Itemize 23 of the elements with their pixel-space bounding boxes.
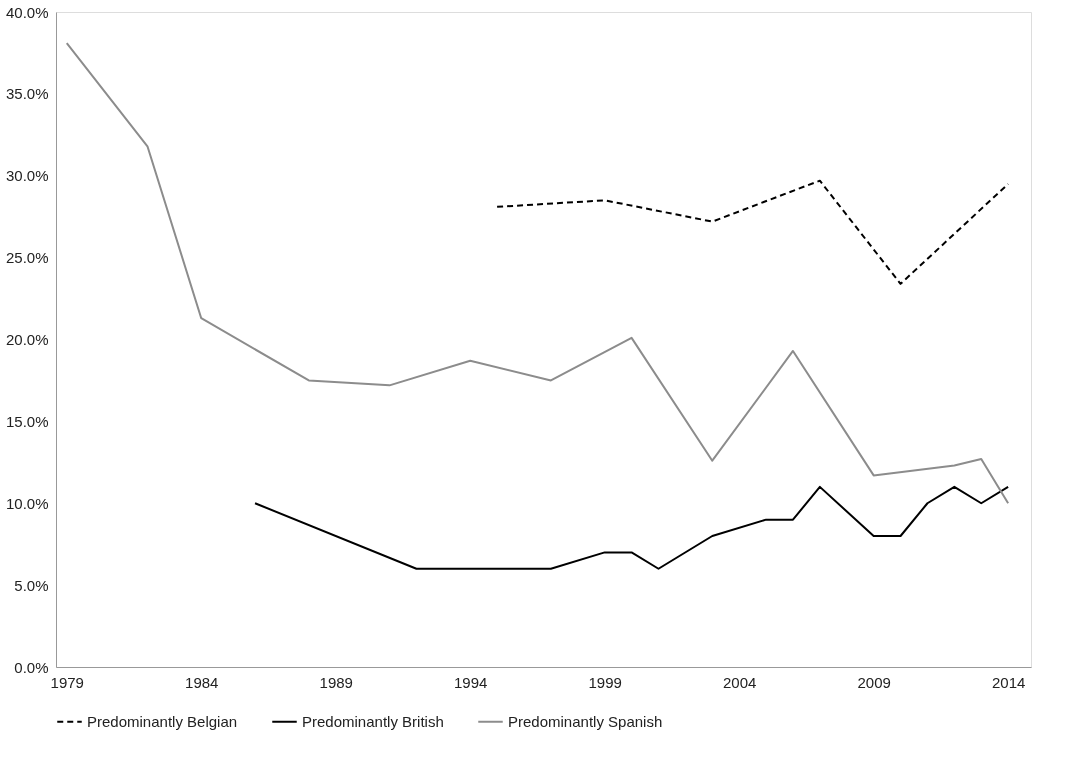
y-tick-label: 20.0% bbox=[5, 331, 49, 348]
x-tick-label: 1984 bbox=[185, 673, 219, 691]
y-tick-label: 5.0% bbox=[14, 576, 49, 594]
x-tick-label: 1979 bbox=[50, 673, 84, 691]
line-series bbox=[254, 485, 1010, 570]
line-series bbox=[496, 179, 1010, 285]
legend-label: Predominantly British bbox=[302, 712, 444, 730]
x-tick-label: 1994 bbox=[454, 673, 488, 691]
line-series bbox=[65, 42, 1010, 505]
x-tick-label: 1989 bbox=[319, 673, 353, 691]
x-tick-label: 1999 bbox=[588, 673, 622, 691]
y-tick-label: 30.0% bbox=[5, 167, 49, 185]
y-tick-label: 40.0% bbox=[5, 3, 49, 21]
y-tick-label: 15.0% bbox=[5, 412, 49, 430]
x-tick-label: 2014 bbox=[991, 673, 1026, 691]
x-tick-label: 2004 bbox=[722, 673, 757, 691]
legend-label: Predominantly Spanish bbox=[508, 712, 663, 730]
y-tick-label: 25.0% bbox=[5, 249, 49, 267]
y-tick-label: 35.0% bbox=[5, 85, 49, 103]
legend-label: Predominantly Belgian bbox=[87, 712, 238, 730]
y-tick-label: 0.0% bbox=[14, 658, 49, 676]
y-tick-label: 10.0% bbox=[5, 494, 49, 512]
x-tick-label: 2009 bbox=[857, 673, 891, 691]
